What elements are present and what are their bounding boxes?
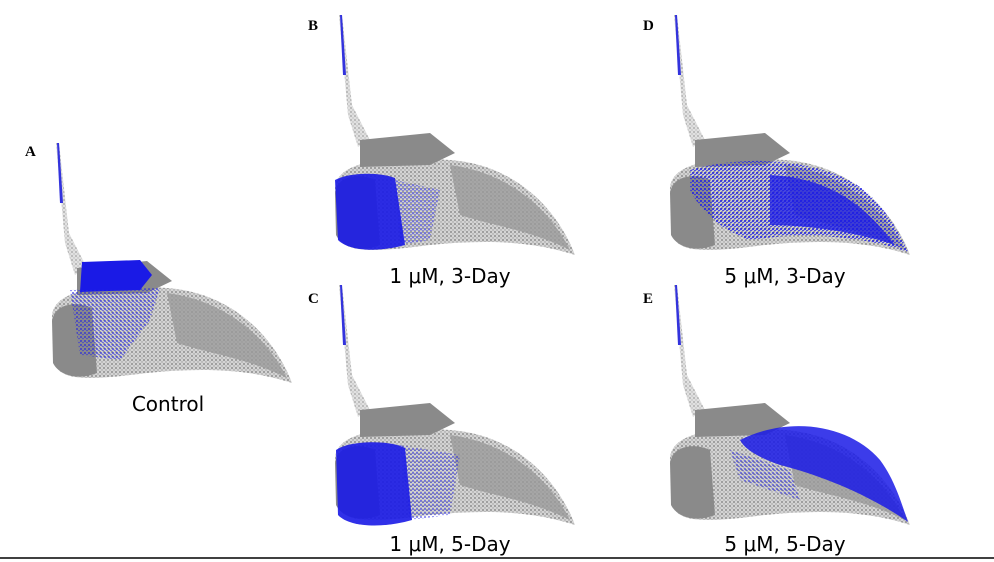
panel-caption: 5 μM, 3-Day xyxy=(724,264,845,288)
blue-region xyxy=(336,442,412,526)
blue-scatter xyxy=(730,450,800,500)
panel-letter: E xyxy=(643,291,653,307)
blue-core xyxy=(770,175,895,245)
blue-region xyxy=(740,426,908,522)
panel-caption: Control xyxy=(132,392,204,416)
panel-letter: B xyxy=(308,18,318,34)
panel-caption: 1 μM, 3-Day xyxy=(389,264,510,288)
panel-letter: D xyxy=(643,18,654,34)
panel-letter: A xyxy=(25,144,36,160)
blue-region xyxy=(80,260,152,292)
blue-scatter xyxy=(395,180,440,245)
blue-scatter xyxy=(70,288,160,360)
panel-caption: 1 μM, 5-Day xyxy=(389,532,510,556)
blue-scatter xyxy=(400,445,460,520)
blue-region xyxy=(335,173,405,250)
panel-caption: 5 μM, 5-Day xyxy=(724,532,845,556)
panel-letter: C xyxy=(308,291,319,307)
